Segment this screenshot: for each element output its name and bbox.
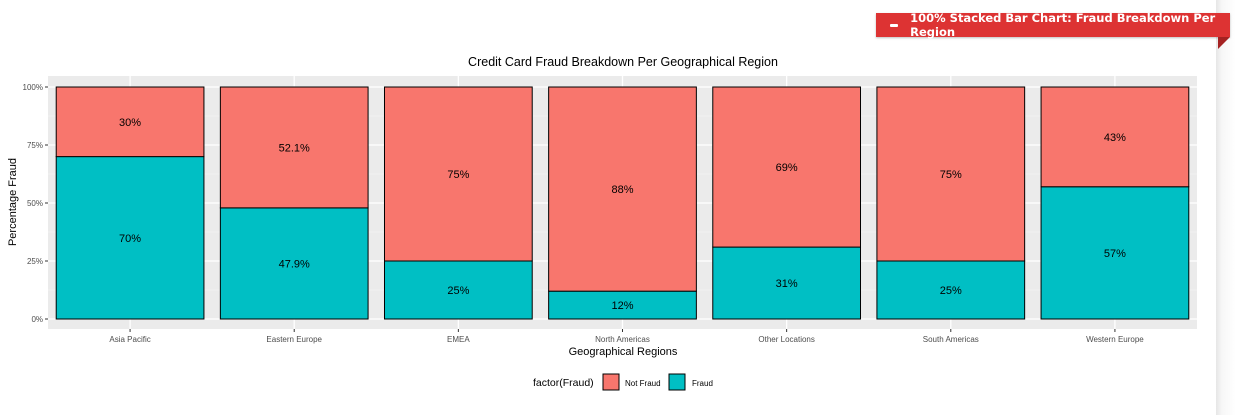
data-label-not-fraud: 88% [611,184,633,196]
data-label-not-fraud: 75% [447,169,469,181]
bar-not-fraud [712,86,862,248]
minus-icon[interactable] [890,23,899,27]
ribbon-label: 100% Stacked Bar Chart: Fraud Breakdown … [910,11,1216,39]
bar-not-fraud [1040,86,1190,188]
data-label-not-fraud: 52.1% [279,142,310,154]
data-label-fraud: 12% [611,300,633,312]
data-label-not-fraud: 30% [119,117,141,129]
x-tick-label: South Americas [923,335,979,344]
chart-ribbon-header[interactable]: 100% Stacked Bar Chart: Fraud Breakdown … [876,11,1230,39]
y-tick-label: 75% [27,141,43,150]
y-axis: 0% 25% 50% 75% 100% [23,83,48,324]
bar-fraud [712,246,862,320]
data-label-fraud: 47.9% [279,258,310,270]
chart-title: Credit Card Fraud Breakdown Per Geograph… [468,55,778,69]
bar-fraud [219,207,369,320]
page-edge-shadow [1216,0,1236,415]
y-tick-label: 100% [23,83,43,92]
bar-not-fraud [219,86,369,209]
x-tick-label: EMEA [447,335,470,344]
y-tick-label: 25% [27,257,43,266]
legend-label: Not Fraud [625,379,661,388]
legend: factor(Fraud) Not Fraud Fraud [533,373,713,391]
bar-not-fraud [548,86,697,292]
data-label-fraud: 31% [776,278,798,290]
data-label-not-fraud: 69% [776,162,798,174]
bar-fraud [548,290,697,320]
bars [55,86,1190,320]
ribbon-fold [1218,37,1230,49]
bar-labels: 30% 70% 52.1% 47.9% 75% 25% 88% 12% 69% 31% 75% 25%… [119,117,1126,312]
bar-fraud [55,156,205,320]
bar-fraud [876,260,1026,320]
legend-title: factor(Fraud) [533,377,594,389]
legend-key [668,373,686,391]
data-label-fraud: 25% [940,285,962,297]
bar-not-fraud [55,86,205,158]
x-axis: Asia Pacific Eastern Europe EMEA North Amer… [109,329,1144,344]
x-tick-label: Eastern Europe [266,335,322,344]
data-label-fraud: 70% [119,233,141,245]
bar-not-fraud [876,86,1026,262]
bar-fraud [1040,186,1190,320]
x-axis-title: Geographical Regions [569,346,678,358]
y-tick-label: 0% [31,315,43,324]
y-tick-label: 50% [27,199,43,208]
x-tick-label: Western Europe [1086,335,1144,344]
legend-key [602,373,620,391]
bar-not-fraud [383,86,533,262]
x-tick-label: Other Locations [758,335,814,344]
y-axis-title: Percentage Fraud [7,158,19,246]
legend-label: Fraud [692,379,713,388]
data-label-fraud: 57% [1104,248,1126,260]
x-tick-label: North Americas [595,335,650,344]
x-tick-label: Asia Pacific [109,335,150,344]
data-label-not-fraud: 43% [1104,132,1126,144]
data-label-not-fraud: 75% [940,169,962,181]
data-label-fraud: 25% [447,285,469,297]
